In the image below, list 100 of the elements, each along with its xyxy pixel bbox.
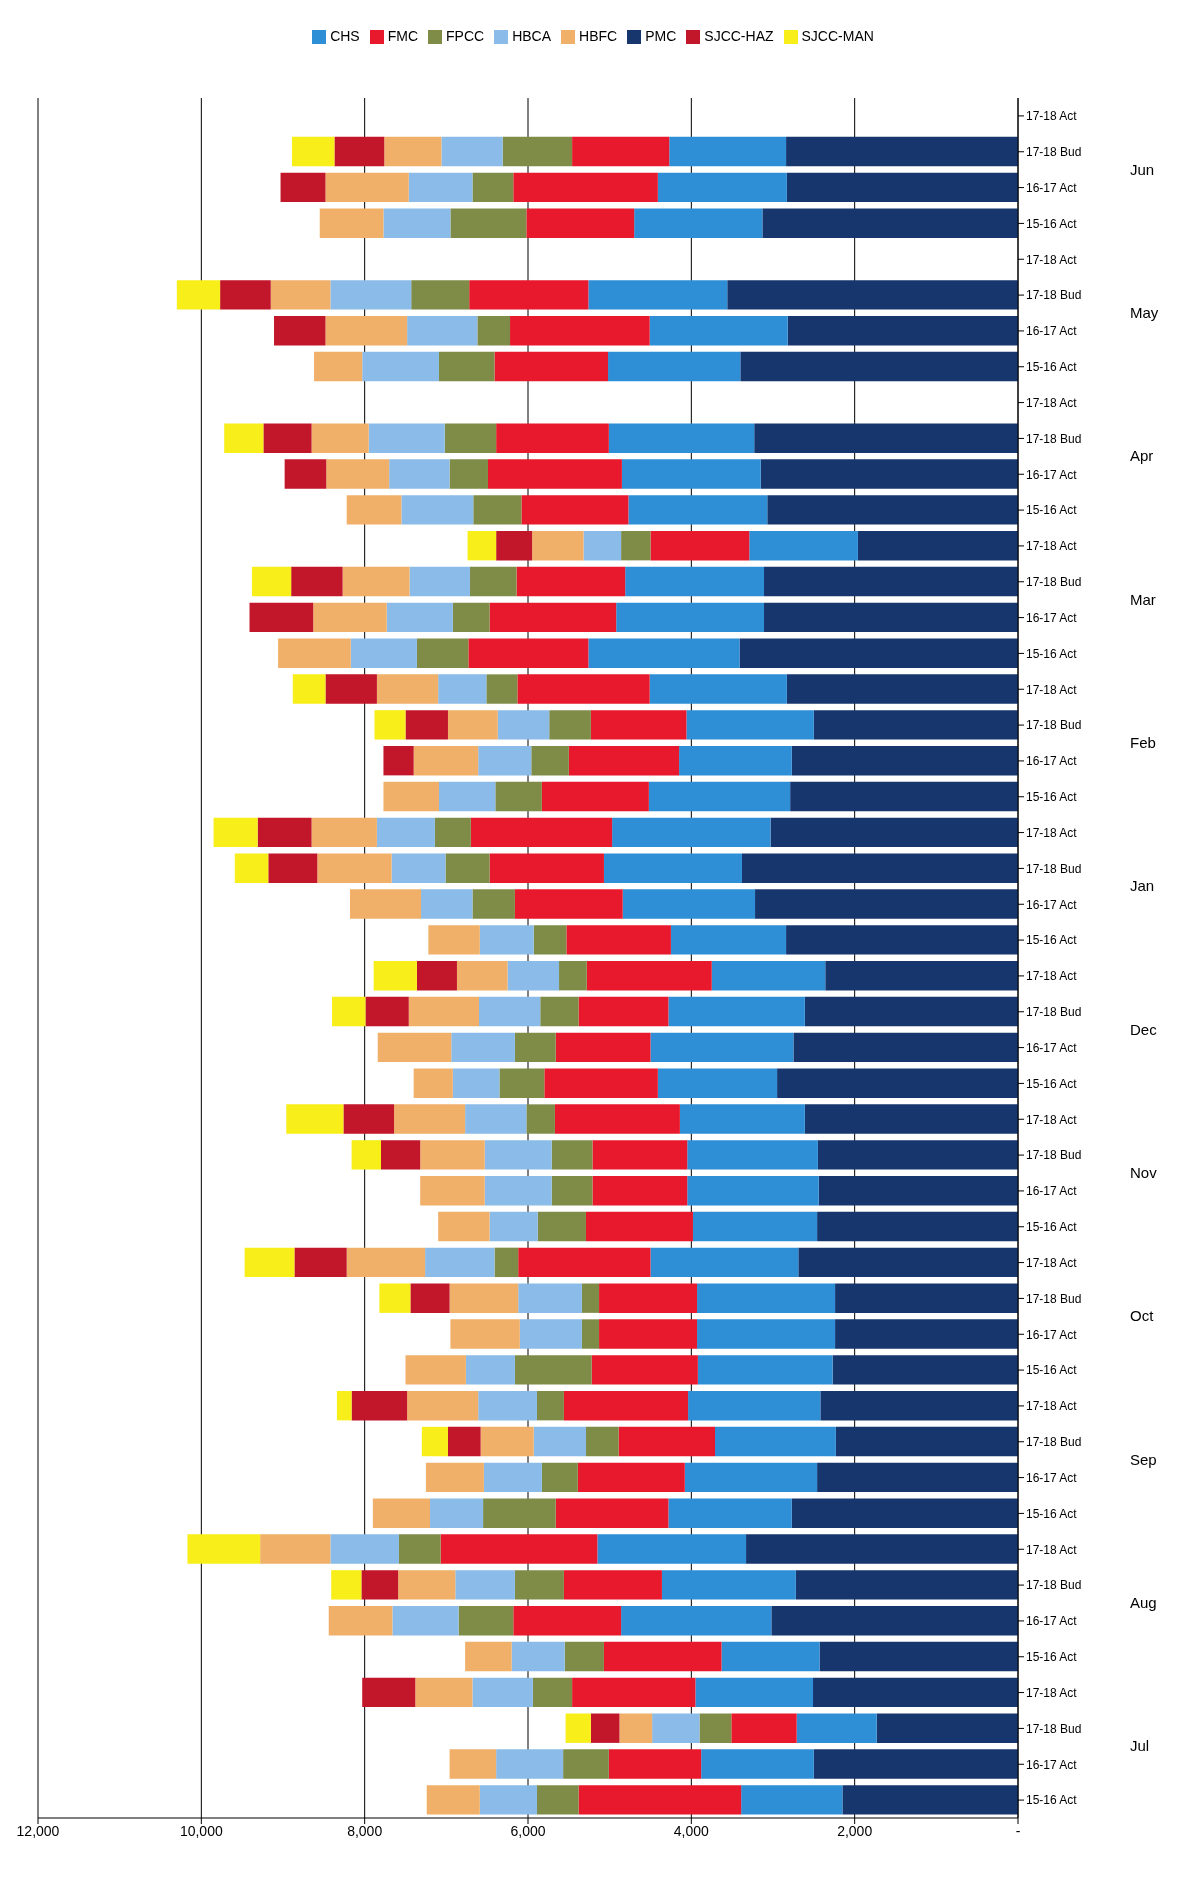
bar xyxy=(416,638,469,668)
y-tick-label: 17-18 Bud xyxy=(1026,1291,1082,1306)
bar xyxy=(652,1713,700,1743)
y-tick-label: 17-18 Act xyxy=(1026,1399,1078,1414)
bar xyxy=(251,566,292,597)
bar xyxy=(325,172,409,203)
bar xyxy=(687,1176,819,1206)
bar xyxy=(472,1677,533,1708)
y-tick-label: 17-18 Bud xyxy=(1026,1578,1082,1593)
bar xyxy=(687,1140,818,1170)
bar xyxy=(514,1355,592,1385)
y-tick-label: 15-16 Act xyxy=(1026,1363,1078,1378)
bar xyxy=(516,566,626,597)
bar xyxy=(484,1176,552,1206)
bar xyxy=(835,1283,1018,1313)
bar xyxy=(362,1677,416,1708)
y-tick-label: 17-18 Act xyxy=(1026,1542,1078,1557)
bar xyxy=(586,961,712,991)
bar xyxy=(421,1426,448,1457)
bar xyxy=(465,1641,512,1672)
bar xyxy=(438,781,496,812)
bar xyxy=(549,710,591,740)
bar xyxy=(343,1104,395,1134)
y-tick-label: 16-17 Act xyxy=(1026,467,1078,482)
bar xyxy=(661,1570,796,1600)
bar xyxy=(668,1498,792,1528)
bar xyxy=(425,1462,484,1493)
bar xyxy=(791,746,1018,776)
bar xyxy=(372,1498,430,1528)
bar xyxy=(648,781,791,812)
bar xyxy=(692,1211,818,1242)
bar xyxy=(532,1677,573,1708)
bar xyxy=(451,1032,515,1063)
bar xyxy=(798,1247,1018,1278)
y-tick-label: 17-18 Act xyxy=(1026,539,1078,554)
bar xyxy=(286,1104,344,1134)
bar xyxy=(381,1140,421,1170)
bar xyxy=(786,172,1018,203)
bar xyxy=(368,423,445,453)
bar xyxy=(376,817,435,848)
legend-label: CHS xyxy=(330,28,360,44)
bar xyxy=(470,566,517,597)
legend-label: HBCA xyxy=(512,28,552,44)
bar xyxy=(438,351,495,382)
bar xyxy=(477,316,511,346)
bar xyxy=(326,459,390,489)
bar xyxy=(291,136,335,167)
bar xyxy=(260,1534,331,1564)
bar xyxy=(447,1426,481,1457)
y-tick-label: 17-18 Bud xyxy=(1026,718,1082,733)
bar xyxy=(425,1247,495,1278)
bar xyxy=(541,1462,578,1493)
bar xyxy=(541,781,649,812)
bar xyxy=(479,925,534,955)
bar xyxy=(517,674,650,704)
bar xyxy=(470,817,613,848)
bar xyxy=(804,996,1018,1027)
y-tick-label: 17-18 Bud xyxy=(1026,145,1082,160)
bar xyxy=(496,1749,564,1779)
bar xyxy=(392,1606,459,1636)
legend-label: PMC xyxy=(645,28,677,44)
bar xyxy=(489,1211,538,1242)
bar xyxy=(502,136,573,167)
bar xyxy=(430,1498,484,1528)
x-tick-label: 4,000 xyxy=(673,1822,710,1839)
bar xyxy=(741,1785,843,1815)
bar xyxy=(365,996,409,1027)
bar xyxy=(483,1462,542,1493)
bar xyxy=(426,1785,480,1815)
bar xyxy=(472,172,514,203)
bar xyxy=(257,817,312,848)
bar xyxy=(572,1677,696,1708)
bar xyxy=(346,1247,426,1278)
bar xyxy=(585,1426,619,1457)
bar xyxy=(405,710,448,740)
bar xyxy=(817,1462,1018,1493)
bar xyxy=(373,961,417,991)
y-tick-label: 17-18 Bud xyxy=(1026,1005,1082,1020)
bar xyxy=(555,1032,651,1063)
bar xyxy=(361,1570,399,1600)
bar xyxy=(668,996,805,1027)
text: Nov xyxy=(1130,1164,1158,1181)
y-tick-label: 17-18 Act xyxy=(1026,1685,1078,1700)
bar xyxy=(411,280,470,310)
bar xyxy=(657,1068,778,1098)
bar xyxy=(292,674,326,704)
bar xyxy=(572,136,670,167)
bar xyxy=(450,1319,520,1349)
bar xyxy=(313,602,387,633)
bar xyxy=(533,1426,586,1457)
bar xyxy=(563,1570,662,1600)
bar xyxy=(581,1319,600,1349)
y-tick-label: 15-16 Act xyxy=(1026,1220,1078,1235)
bar xyxy=(537,1211,586,1242)
bar xyxy=(473,495,522,525)
bar xyxy=(786,136,1018,167)
bar xyxy=(835,1426,1018,1457)
bar xyxy=(796,1713,877,1743)
bar xyxy=(786,925,1018,955)
bar xyxy=(740,351,1018,382)
